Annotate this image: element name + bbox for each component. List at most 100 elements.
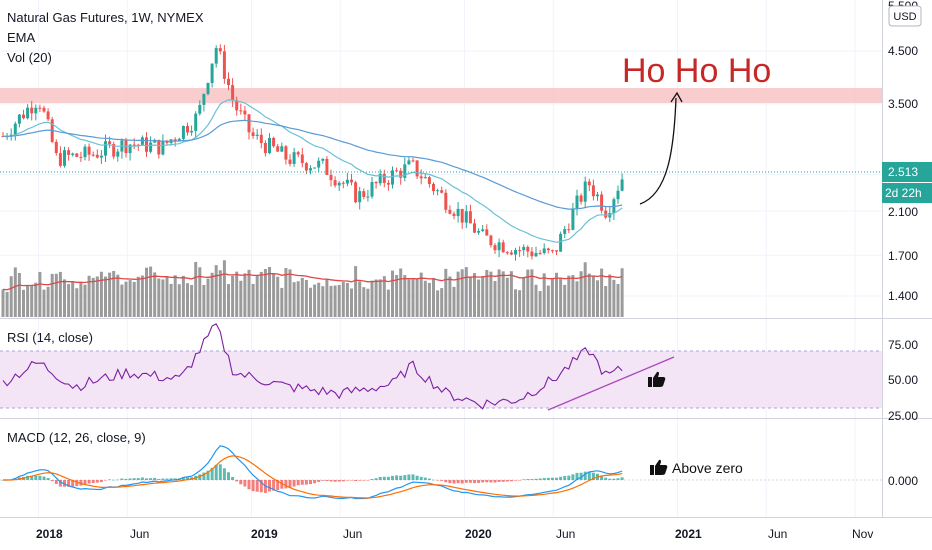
signal-line xyxy=(3,455,623,499)
volume-bar xyxy=(177,284,181,317)
candle-body xyxy=(231,85,235,101)
candle-body xyxy=(432,184,435,192)
rsi-tick: 75.00 xyxy=(888,338,918,352)
currency-button[interactable]: USD xyxy=(888,5,922,27)
macd-histogram-bar xyxy=(79,480,83,486)
candle-body xyxy=(255,134,259,136)
macd-histogram-bar xyxy=(157,479,161,480)
volume-bar xyxy=(194,261,198,317)
macd-histogram-bar xyxy=(288,480,292,489)
macd-histogram-bar xyxy=(255,480,259,492)
volume-bar xyxy=(231,275,235,317)
macd-histogram-bar xyxy=(173,478,177,480)
volume-bar xyxy=(79,282,83,317)
macd-histogram-bar xyxy=(423,477,427,480)
volume-bar xyxy=(497,269,501,317)
volume-bar xyxy=(169,283,173,317)
candle-body xyxy=(317,160,321,168)
macd-legend[interactable]: MACD (12, 26, close, 9) xyxy=(7,430,146,445)
macd-histogram-bar xyxy=(58,480,62,487)
volume-bar xyxy=(575,281,579,317)
rsi-legend[interactable]: RSI (14, close) xyxy=(7,330,93,345)
volume-bar xyxy=(448,276,452,317)
volume-bar xyxy=(214,265,218,317)
macd-histogram-bar xyxy=(395,475,399,480)
volume-bar xyxy=(280,287,284,317)
macd-histogram-bar xyxy=(493,480,497,483)
candle-body xyxy=(448,209,452,214)
candle-body xyxy=(79,156,83,158)
volume-bar xyxy=(526,269,530,317)
candle-body xyxy=(509,252,513,255)
macd-histogram-bar xyxy=(399,475,403,480)
candle-body xyxy=(26,107,30,119)
volume-bar xyxy=(296,281,300,317)
time-label: Jun xyxy=(768,527,787,541)
volume-bar xyxy=(173,275,177,317)
candle-body xyxy=(194,113,198,132)
chart-title: Natural Gas Futures, 1W, NYMEX xyxy=(7,10,204,25)
macd-histogram-bar xyxy=(501,480,505,482)
macd-histogram-bar xyxy=(452,480,456,484)
macd-histogram-bar xyxy=(587,471,591,480)
macd-histogram-bar xyxy=(505,480,509,482)
volume-bar xyxy=(407,279,411,317)
volume-bar xyxy=(22,289,25,317)
macd-histogram-bar xyxy=(198,474,202,480)
volume-bar xyxy=(616,283,620,317)
macd-histogram-bar xyxy=(292,480,296,487)
volume-bar xyxy=(571,275,575,317)
volume-bar xyxy=(391,270,394,317)
volume-bar xyxy=(321,286,325,317)
candle-body xyxy=(481,229,485,232)
candle-body xyxy=(243,110,247,115)
macd-histogram-bar xyxy=(30,475,34,480)
candle-body xyxy=(587,181,591,186)
volume-bar xyxy=(509,271,513,317)
macd-histogram-bar xyxy=(550,477,554,480)
macd-histogram-bar xyxy=(473,480,476,484)
candle-body xyxy=(395,170,399,172)
candle-body xyxy=(337,182,341,186)
volume-legend[interactable]: Vol (20) xyxy=(7,50,52,65)
volume-bar xyxy=(304,279,308,317)
thumbs-up-icon xyxy=(650,459,668,475)
volume-bar xyxy=(87,275,91,317)
candle-body xyxy=(329,174,333,181)
macd-histogram-bar xyxy=(444,480,448,483)
candle-body xyxy=(542,248,546,254)
volume-bar xyxy=(329,285,333,317)
volume-bar xyxy=(140,275,144,317)
candle-body xyxy=(583,181,587,202)
candle-body xyxy=(407,160,411,165)
candle-body xyxy=(83,146,87,158)
macd-histogram-bar xyxy=(313,480,317,484)
volume-bar xyxy=(181,275,185,317)
candle-body xyxy=(140,137,144,145)
candle-body xyxy=(190,131,194,133)
volume-bar xyxy=(75,288,79,317)
price-tick: 2.100 xyxy=(888,205,918,219)
rsi-trendline xyxy=(547,356,675,411)
macd-histogram-bar xyxy=(522,479,526,480)
candle-body xyxy=(87,146,91,155)
macd-histogram-bar xyxy=(407,474,411,480)
candle-body xyxy=(600,194,604,211)
volume-bar xyxy=(534,284,538,317)
volume-bar xyxy=(218,270,222,317)
projection-arrow xyxy=(639,97,677,205)
candle-body xyxy=(423,177,427,179)
volume-bar xyxy=(268,266,271,317)
ema-legend[interactable]: EMA xyxy=(7,30,36,45)
candle-body xyxy=(325,158,329,175)
volume-bar xyxy=(620,268,624,317)
macd-histogram-bar xyxy=(169,478,173,480)
volume-bar xyxy=(370,280,374,317)
candle-body xyxy=(268,137,271,154)
candle-body xyxy=(259,134,263,144)
volume-bar xyxy=(579,271,583,317)
candle-body xyxy=(341,182,345,184)
volume-bar xyxy=(427,282,431,317)
volume-bar xyxy=(341,281,345,317)
